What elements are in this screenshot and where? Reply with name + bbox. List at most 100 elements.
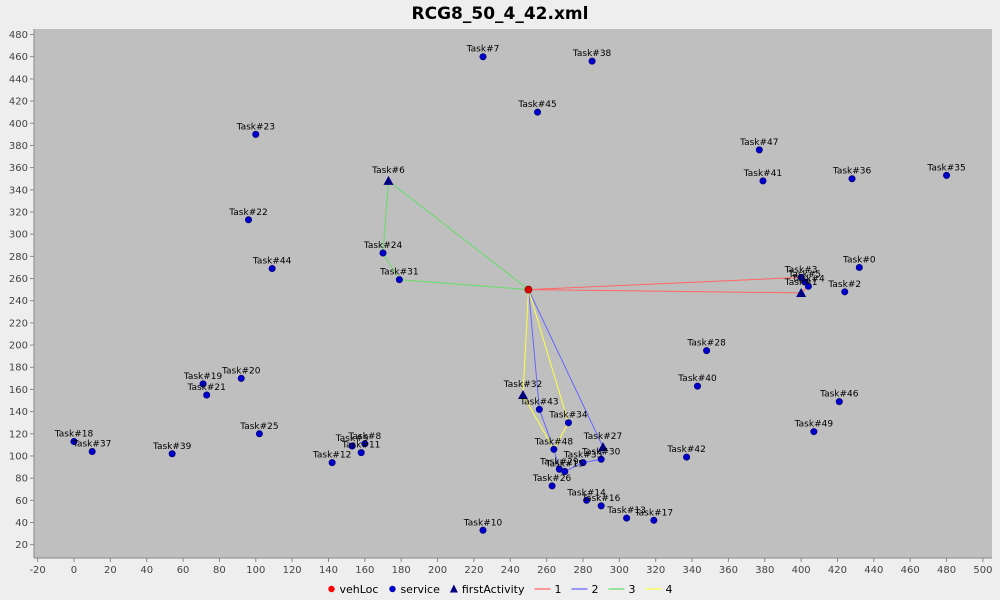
task-label: Task#7 [466, 45, 500, 55]
service-point [855, 263, 863, 271]
task-label: Task#27 [583, 432, 622, 442]
first-activity-marker [796, 287, 807, 297]
service-point [703, 347, 711, 355]
service-point [835, 398, 843, 406]
task-label: Task#32 [503, 380, 542, 390]
x-tick-label: 380 [755, 565, 774, 576]
service-point [579, 459, 587, 467]
legend: vehLoc service firstActivity 1 2 3 4 [328, 583, 673, 596]
service-point [203, 391, 211, 399]
plot-area [34, 29, 992, 558]
task-label: Task#0 [842, 255, 876, 265]
y-tick-label: 80 [15, 474, 28, 485]
service-point [561, 467, 569, 475]
x-tick-label: 20 [104, 565, 117, 576]
task-label: Task#5 [787, 270, 821, 280]
legend-label-2: 2 [592, 583, 599, 596]
legend-label-1: 1 [555, 583, 562, 596]
service-point [328, 459, 336, 467]
y-tick-label: 280 [9, 252, 28, 263]
y-tick-label: 40 [15, 518, 28, 529]
task-label: Task#6 [371, 166, 405, 176]
task-label: Task#29 [539, 457, 579, 467]
service-point [583, 496, 591, 504]
x-axis-ticks: -20 0 20 40 60 80 100 120 140 160 180 200 220 240 260 2… [29, 558, 992, 576]
x-tick-label: 260 [537, 565, 556, 576]
task-label: Task#34 [548, 411, 588, 421]
service-point [564, 419, 572, 427]
task-label: Task#9 [335, 434, 369, 444]
x-tick-label: 400 [792, 565, 811, 576]
y-tick-label: 160 [9, 385, 28, 396]
task-label: Task#15 [545, 459, 584, 469]
task-label: Task#1 [784, 278, 818, 288]
service-point [237, 374, 245, 382]
task-label: Task#11 [341, 441, 380, 451]
y-tick-label: 200 [9, 341, 28, 352]
task-label: Task#33 [563, 451, 602, 461]
service-point [348, 442, 356, 450]
service-point [588, 57, 596, 65]
task-label: Task#28 [686, 339, 726, 349]
chart-title: RCG8_50_4_42.xml [412, 4, 589, 24]
service-point [535, 405, 543, 413]
service-point [810, 428, 818, 436]
y-tick-label: 360 [9, 163, 28, 174]
task-label: Task#47 [739, 138, 778, 148]
task-label: Task#16 [581, 494, 621, 504]
service-point [597, 455, 605, 463]
legend-label-firstActivity: firstActivity [462, 583, 525, 596]
legend-label-3: 3 [629, 583, 636, 596]
service-point [479, 526, 487, 534]
vehicle-location-point [524, 285, 533, 294]
service-point [623, 514, 631, 522]
legend-symbol-firstActivity [449, 584, 458, 593]
task-label: Task#49 [794, 420, 834, 430]
task-label: Task#25 [239, 422, 278, 432]
y-tick-label: 380 [9, 141, 28, 152]
y-tick-label: 300 [9, 230, 28, 241]
x-tick-label: 480 [937, 565, 956, 576]
service-point [841, 288, 849, 296]
x-tick-label: -20 [29, 565, 45, 576]
y-tick-label: 60 [15, 496, 28, 507]
service-point [550, 445, 558, 453]
service-point [252, 130, 260, 138]
task-label: Task#39 [152, 442, 192, 452]
x-tick-label: 420 [828, 565, 847, 576]
y-axis-ticks: 20 40 60 80 100 120 140 160 180 200 220 240 260 280 30… [9, 30, 34, 551]
task-label: Task#30 [581, 447, 621, 457]
task-label: Task#24 [363, 241, 403, 251]
y-tick-label: 320 [9, 207, 28, 218]
x-tick-label: 40 [140, 565, 153, 576]
x-tick-label: 160 [355, 565, 374, 576]
task-label: Task#40 [677, 374, 717, 384]
y-tick-label: 260 [9, 274, 28, 285]
task-label: Task#41 [743, 169, 782, 179]
service-point [804, 282, 812, 290]
y-tick-label: 400 [9, 119, 28, 130]
task-label: Task#46 [819, 390, 859, 400]
task-label: Task#8 [347, 432, 381, 442]
service-point [199, 380, 207, 388]
task-label: Task#14 [566, 488, 606, 498]
service-point [848, 175, 856, 183]
x-tick-label: 140 [319, 565, 338, 576]
x-tick-label: 0 [71, 565, 77, 576]
task-label: Task#20 [221, 366, 261, 376]
x-tick-label: 220 [464, 565, 483, 576]
y-tick-label: 420 [9, 97, 28, 108]
y-tick-label: 460 [9, 52, 28, 63]
first-activity-marker [597, 442, 608, 452]
task-label: Task#10 [463, 518, 503, 528]
x-tick-label: 300 [610, 565, 629, 576]
service-point [597, 502, 605, 510]
task-label: Task#48 [534, 437, 574, 447]
service-point [88, 448, 96, 456]
x-tick-label: 240 [501, 565, 520, 576]
x-tick-label: 200 [428, 565, 447, 576]
task-label: Task#31 [379, 268, 418, 278]
y-tick-label: 340 [9, 185, 28, 196]
task-label: Task#17 [634, 508, 673, 518]
